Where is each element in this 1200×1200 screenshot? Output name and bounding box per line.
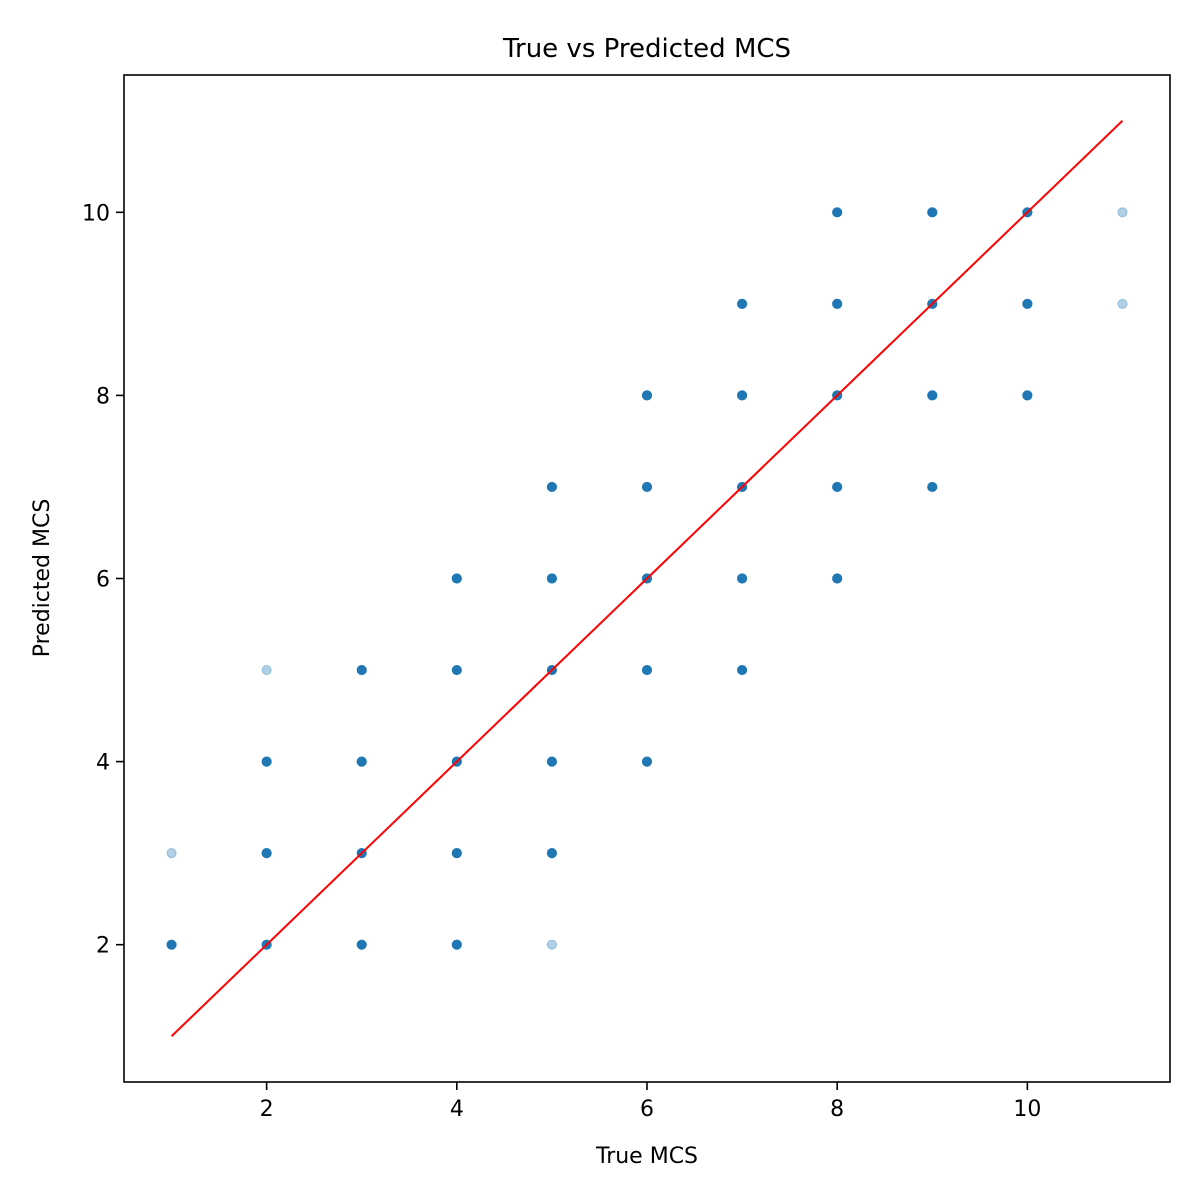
scatter-point [261,848,272,859]
scatter-point [927,481,938,493]
scatter-point [546,573,558,584]
scatter-point [451,939,462,950]
scatter-point [451,848,462,859]
scatter-point [356,756,367,767]
y-tick-label: 4 [96,751,110,776]
y-axis-label: Predicted MCS [30,499,55,658]
scatter-point [641,481,653,493]
scatter-point [451,573,462,584]
scatter-point [927,390,938,401]
scatter-point [546,756,558,767]
chart-title: True vs Predicted MCS [502,34,791,64]
y-axis-ticks: 2 4 6 8 10 [82,201,124,959]
reference-line [170,120,1124,1037]
y-tick-label: 10 [82,201,110,226]
scatter-point [546,848,558,859]
scatter-point [641,664,653,676]
x-axis-ticks: 2 4 6 8 10 [260,1082,1041,1122]
scatter-point [1117,207,1128,218]
scatter-point [1022,390,1033,401]
scatter-point [356,664,367,676]
scatter-point [546,939,558,950]
scatter-point [832,481,843,493]
x-tick-label: 8 [830,1097,844,1122]
y-tick-label: 8 [96,384,110,409]
scatter-point [261,664,272,676]
x-axis-label: True MCS [595,1144,698,1169]
scatter-point [1022,298,1033,309]
y-tick-label: 6 [96,568,110,593]
x-tick-label: 2 [260,1097,274,1122]
plot-marks [166,120,1128,1037]
y-tick-label: 2 [96,934,110,959]
scatter-point [736,573,748,584]
scatter-point [1117,298,1128,309]
x-tick-label: 6 [640,1097,654,1122]
scatter-point [832,298,843,309]
scatter-point [166,848,177,859]
scatter-point [736,390,748,401]
scatter-point [927,207,938,218]
scatter-point [356,939,367,950]
scatter-point [832,573,843,584]
scatter-point [641,756,653,767]
x-tick-label: 4 [450,1097,464,1122]
scatter-point [451,664,462,676]
scatter-point [261,756,272,767]
scatter-point [641,390,653,401]
scatter-point [166,939,177,950]
x-tick-label: 10 [1013,1097,1041,1122]
scatter-point [736,664,748,676]
scatter-point [546,481,558,493]
scatter-point [736,298,748,309]
scatter-point [832,207,843,218]
